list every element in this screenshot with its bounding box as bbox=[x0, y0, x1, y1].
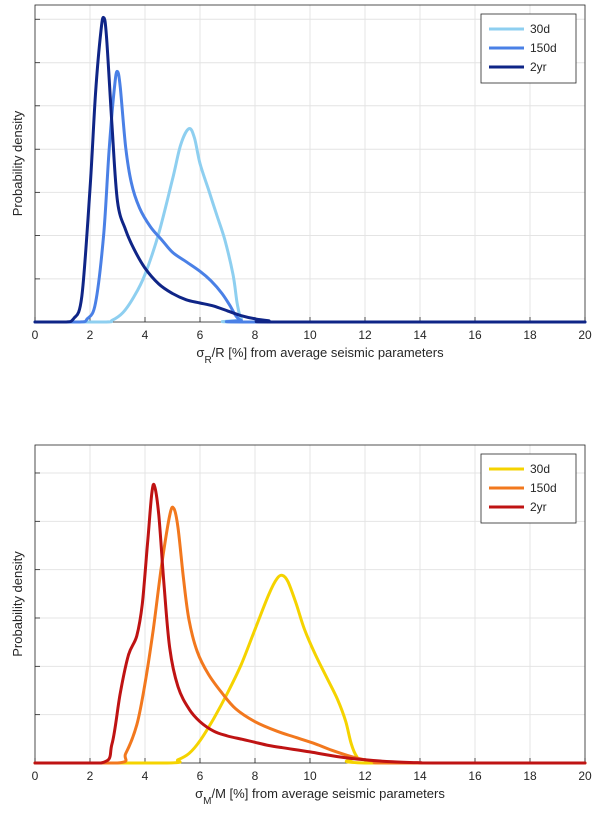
legend-label-150d: 150d bbox=[530, 41, 557, 55]
x-tick-label: 0 bbox=[32, 328, 39, 342]
series-line-150d bbox=[33, 69, 587, 324]
x-tick-label: 20 bbox=[578, 769, 592, 783]
x-tick-label: 4 bbox=[142, 769, 149, 783]
x-tick-label: 12 bbox=[358, 328, 372, 342]
series-line-30d bbox=[33, 126, 587, 324]
y-axis-label: Probability density bbox=[10, 110, 25, 216]
legend-label-2yr: 2yr bbox=[530, 500, 547, 514]
legend-label-150d: 150d bbox=[530, 481, 557, 495]
legend: 30d 150d 2yr bbox=[480, 13, 577, 84]
x-tick-label: 18 bbox=[523, 328, 537, 342]
legend-label-2yr: 2yr bbox=[530, 60, 547, 74]
x-tick-label: 16 bbox=[468, 328, 482, 342]
tick-labels: 0 2 4 6 8 10 12 14 16 18 20 bbox=[32, 769, 592, 783]
legend-label-30d: 30d bbox=[530, 462, 550, 476]
legend-label-30d: 30d bbox=[530, 22, 550, 36]
chart-panel-top: 0 2 4 6 8 10 12 14 16 18 20 σR/R [%] from average … bbox=[10, 4, 592, 366]
tick-labels: 0 2 4 6 8 10 12 14 16 18 20 bbox=[32, 328, 592, 342]
plot-area bbox=[33, 482, 587, 765]
x-tick-label: 6 bbox=[197, 328, 204, 342]
x-tick-label: 10 bbox=[303, 328, 317, 342]
x-axis-label: σR/R [%] from average seismic parameters bbox=[196, 345, 444, 366]
x-axis-label: σM/M [%] from average seismic parameters bbox=[195, 786, 445, 807]
chart-panel-bottom: 0 2 4 6 8 10 12 14 16 18 20 σM/M [%] from average … bbox=[10, 444, 592, 807]
x-tick-label: 4 bbox=[142, 328, 149, 342]
series-line-2yr bbox=[33, 15, 587, 324]
x-tick-label: 2 bbox=[87, 769, 94, 783]
x-tick-label: 16 bbox=[468, 769, 482, 783]
series-line-2yr bbox=[33, 482, 587, 765]
x-tick-label: 20 bbox=[578, 328, 592, 342]
x-tick-label: 18 bbox=[523, 769, 537, 783]
x-tick-label: 6 bbox=[197, 769, 204, 783]
series-line-30d bbox=[33, 573, 587, 765]
x-tick-label: 0 bbox=[32, 769, 39, 783]
x-tick-label: 14 bbox=[413, 769, 427, 783]
x-tick-label: 14 bbox=[413, 328, 427, 342]
x-tick-label: 8 bbox=[252, 769, 259, 783]
y-axis-label: Probability density bbox=[10, 551, 25, 657]
x-tick-label: 8 bbox=[252, 328, 259, 342]
plot-area bbox=[33, 15, 587, 324]
x-tick-label: 10 bbox=[303, 769, 317, 783]
legend: 30d 150d 2yr bbox=[480, 453, 577, 524]
x-tick-label: 12 bbox=[358, 769, 372, 783]
x-tick-label: 2 bbox=[87, 328, 94, 342]
